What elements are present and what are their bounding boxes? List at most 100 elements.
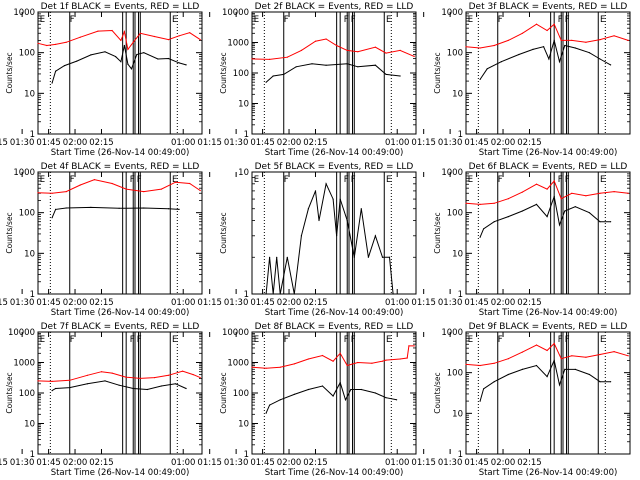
panel-9-events-series — [479, 358, 611, 402]
panel-2-xtick-label: 01:30 — [224, 138, 249, 148]
panel-1-lld-point — [79, 36, 81, 38]
panel-1-events-point — [76, 60, 78, 62]
panel-6-ytick-label: 10 — [452, 249, 463, 259]
panel-6-lld-point — [553, 180, 555, 182]
panel-9-lld-point — [585, 356, 587, 358]
panel-2-lld-point — [269, 58, 271, 61]
panel-1-xtick-label: 01:45 — [36, 138, 61, 148]
panel-2-marker-f: F — [284, 15, 289, 25]
panel-6-lld-point — [465, 202, 467, 204]
panel-1-ytick-label: 1000 — [13, 8, 35, 18]
panel-4-marker-f: F — [137, 175, 142, 185]
panel-2-xtick-label: 01:00 — [171, 138, 196, 148]
panel-5-events-point — [339, 198, 341, 200]
panel-1-events-series — [51, 45, 187, 84]
panel-9-events-point — [558, 384, 561, 386]
panel-6-xtick-label: 02:15 — [517, 298, 542, 308]
panel-3-events-point — [564, 44, 566, 47]
panel-8-events-point — [279, 399, 281, 401]
panel-9-lld-point — [560, 358, 562, 360]
panel-8-xtick-label: 01:30 — [224, 458, 249, 468]
panel-7-lld-point — [199, 377, 201, 379]
panel-8-lld-point — [321, 354, 324, 357]
panel-3-lld-point — [627, 39, 629, 42]
panel-5-events-point — [388, 256, 391, 258]
panel-8-lld-series — [251, 345, 415, 369]
panel-9-events-point — [553, 359, 555, 361]
panel-1-events-point — [185, 64, 187, 66]
panel-4-events-point — [143, 207, 145, 209]
panel-2-ytick-label: 10 — [238, 100, 249, 110]
panel-5-events-point — [265, 293, 267, 295]
panel-9-ylabel: Counts/sec — [433, 372, 442, 413]
panel-4-events-point — [51, 217, 53, 219]
panel-1-lld-point — [132, 41, 134, 43]
panel-5-events-point — [318, 219, 320, 222]
panel-1-lld-point — [46, 44, 48, 47]
panel-9-events-point — [599, 381, 601, 383]
panel-8-events-series — [265, 381, 397, 414]
panel-2-events-point — [265, 81, 267, 83]
panel-7-events-point — [174, 383, 177, 385]
panel-6-xtick-label: 01:45 — [464, 298, 489, 308]
panel-5-events-point — [353, 256, 355, 258]
panel-6-lld-point — [613, 191, 615, 193]
panel-9-title: Det 9f BLACK = Events, RED = LLD — [469, 322, 628, 332]
panel-7-events-point — [132, 387, 134, 390]
panel-7-xtick-label: 01:15 — [0, 458, 8, 468]
panel-6-events-point — [521, 210, 524, 212]
panel-2-lld-point — [251, 58, 253, 60]
panel-1-lld-point — [123, 31, 125, 33]
panel-1-lld-series — [37, 29, 201, 51]
panel-8-ylabel: Counts/sec — [219, 372, 228, 413]
panel-9-marker-f: F — [565, 335, 570, 345]
panel-5-ytick-label: 1 — [244, 290, 249, 300]
panel-9-lld-point — [553, 342, 555, 345]
panel-4-events-point — [55, 208, 57, 210]
panel-7-ytick-label: 10 — [24, 420, 35, 430]
panel-6-marker-f: F — [565, 175, 570, 185]
panel-1-events-point — [115, 56, 117, 58]
panel-8-events-point — [293, 393, 295, 395]
panel-1-lld-point — [178, 35, 180, 37]
panel-9-events-point — [507, 373, 509, 376]
panel-3-marker-e: E — [600, 15, 605, 25]
panel-9-events-point — [521, 368, 524, 370]
panel-9-lld-point — [465, 363, 467, 365]
panel-8-lld-point — [332, 360, 334, 362]
panel-6-ytick-label: 1000 — [441, 168, 463, 178]
panel-4-marker-f: F — [70, 175, 75, 185]
panel-8-lld-point — [413, 345, 415, 347]
panel-1-lld-point — [127, 48, 129, 51]
panel-1-events-point — [90, 54, 92, 56]
panel-8-lld-point — [346, 364, 348, 367]
panel-3-lld-point — [553, 23, 555, 25]
panel-5-xtick-label: 01:45 — [250, 298, 275, 308]
panel-2-title: Det 2f BLACK = Events, RED = LLD — [255, 2, 414, 12]
panel-4-events-point — [118, 207, 120, 209]
panel-3-ylabel: Counts/sec — [433, 52, 442, 93]
panel-1-events-point — [157, 58, 159, 60]
panel-9-frame — [465, 331, 631, 455]
panel-2-lld-series — [251, 38, 415, 60]
panel-6-events-point — [546, 216, 548, 218]
panel-7-xtick-label: 02:00 — [63, 458, 88, 468]
panel-8-lld-point — [279, 366, 281, 368]
panel-8-marker-f: F — [284, 335, 289, 345]
panel-8-events-point — [269, 404, 271, 406]
panel-9-xtick-label: 01:15 — [411, 458, 436, 468]
panel-6-ylabel: Counts/sec — [433, 212, 442, 253]
panel-6-lld-point — [507, 198, 509, 200]
panel-3-lld-point — [535, 23, 538, 25]
panel-3-events-point — [518, 53, 520, 56]
panel-2-xtick-label: 02:15 — [303, 138, 328, 148]
panel-7-events-point — [185, 387, 187, 390]
panel-7-events-point — [104, 380, 106, 382]
panel-8-ytick-label: 10000 — [222, 328, 249, 338]
panel-9-ytick-label: 10 — [452, 409, 463, 419]
panel-7-ytick-label: 100 — [19, 389, 35, 399]
panel-7-marker-e: E — [172, 335, 177, 345]
panel-5-xlabel: Start Time (26-Nov-14 00:49:00) — [265, 308, 404, 318]
panel-6-ytick-label: 100 — [447, 209, 463, 219]
panel-5-marker-f: F — [351, 175, 356, 185]
